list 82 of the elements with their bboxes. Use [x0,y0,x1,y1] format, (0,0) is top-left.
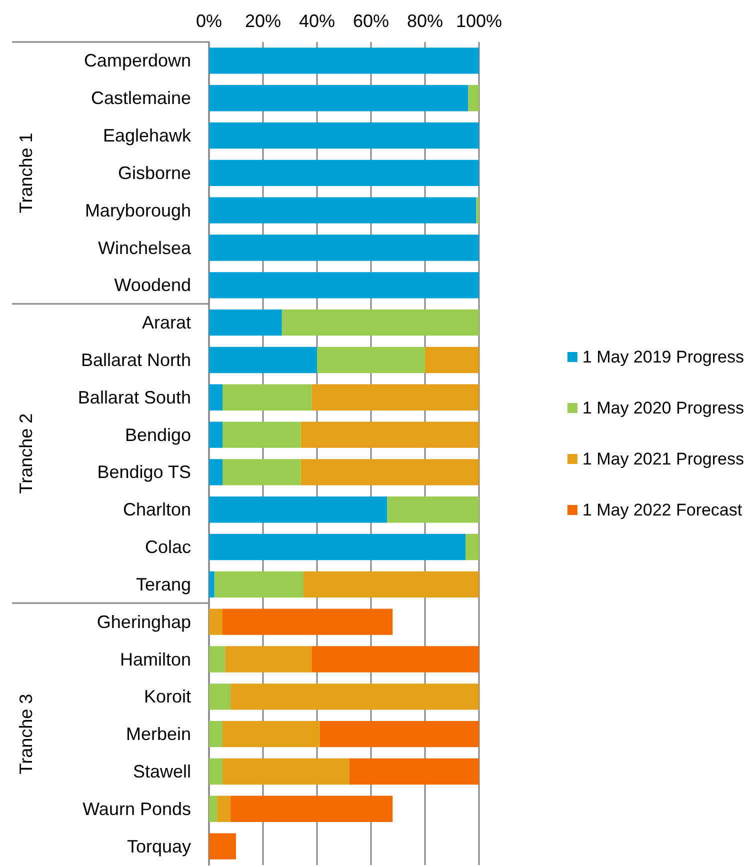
bar [312,384,479,410]
bar [209,534,466,560]
bar [209,48,479,74]
bar [209,272,479,298]
bar [222,608,393,635]
bar [209,234,479,261]
x-tick-label: 40% [298,11,336,31]
y-tick-label: Gisborne [118,162,191,183]
bar [209,197,476,224]
bar [468,85,479,112]
x-tick-label: 60% [352,11,390,31]
bar [209,720,222,748]
bar [304,571,479,598]
bar [209,384,222,410]
bar [214,571,304,598]
y-tick-label: Woodend [114,275,191,296]
bar [209,758,222,785]
bar [320,720,479,748]
bar [312,646,479,672]
text: Tranche 2 [16,413,36,494]
y-tick-label: Terang [136,574,191,594]
y-tick-label: Castlemaine [90,88,191,108]
bar [209,684,231,710]
y-tick-label: Ballarat South [78,387,191,408]
bar [217,796,231,822]
y-tick-label: Winchelsea [98,238,192,258]
bar [349,758,479,785]
y-tick-label: Ballarat North [80,350,191,370]
bar [209,422,222,448]
y-tick-label: Koroit [144,686,191,707]
bar [209,459,222,486]
y-tick-label: Merbein [126,724,191,744]
legend-label: 1 May 2020 Progress [582,398,744,418]
bar [387,496,479,523]
bar [230,796,393,822]
bar [222,720,320,748]
legend-label: 1 May 2022 Forecast [582,500,742,520]
text: Tranche 1 [16,132,36,214]
bar [230,684,479,710]
bar [222,422,301,448]
y-tick-label: Bendigo [124,424,191,445]
y-tick-label: Charlton [122,500,191,520]
y-tick-label: Gheringhap [96,612,191,632]
x-tick-label: 0% [196,11,222,31]
bar [209,309,282,336]
y-tick-label: Eaglehawk [102,126,192,146]
y-tick-label: Waurn Ponds [82,798,191,819]
y-tick-label: Hamilton [120,649,191,670]
legend-label: 1 May 2019 Progress [582,348,744,366]
bar [300,422,479,448]
bar [425,346,479,374]
legend-label: 1 May 2021 Progress [582,450,744,468]
bar [476,197,479,224]
y-tick-label: Colac [144,537,191,558]
bar [222,459,301,486]
bar [209,571,214,598]
y-tick-label: Camperdown [84,50,191,71]
x-tick-label: 80% [406,11,444,31]
bar [209,85,468,112]
bar [209,160,479,186]
y-tick-label: Ararat [142,312,191,333]
y-tick-label: Maryborough [84,200,191,220]
bar [317,346,425,374]
y-tick-label: Stawell [132,761,191,782]
y-tick-label: Bendigo TS [97,462,191,482]
bar [209,122,479,149]
x-tick-label: 20% [244,11,282,31]
bar [466,534,479,560]
bar [225,646,312,672]
bar [209,646,226,672]
x-tick-label: 100% [456,11,502,31]
bar [222,384,312,410]
text: Tranche 3 [16,694,36,774]
bar [209,496,388,523]
bar [209,608,222,635]
bar [209,796,218,822]
bar [209,833,236,860]
bar [222,758,350,785]
bar [282,309,479,336]
bar [300,459,479,486]
bar [209,346,317,374]
y-tick-label: Torquay [126,836,191,856]
